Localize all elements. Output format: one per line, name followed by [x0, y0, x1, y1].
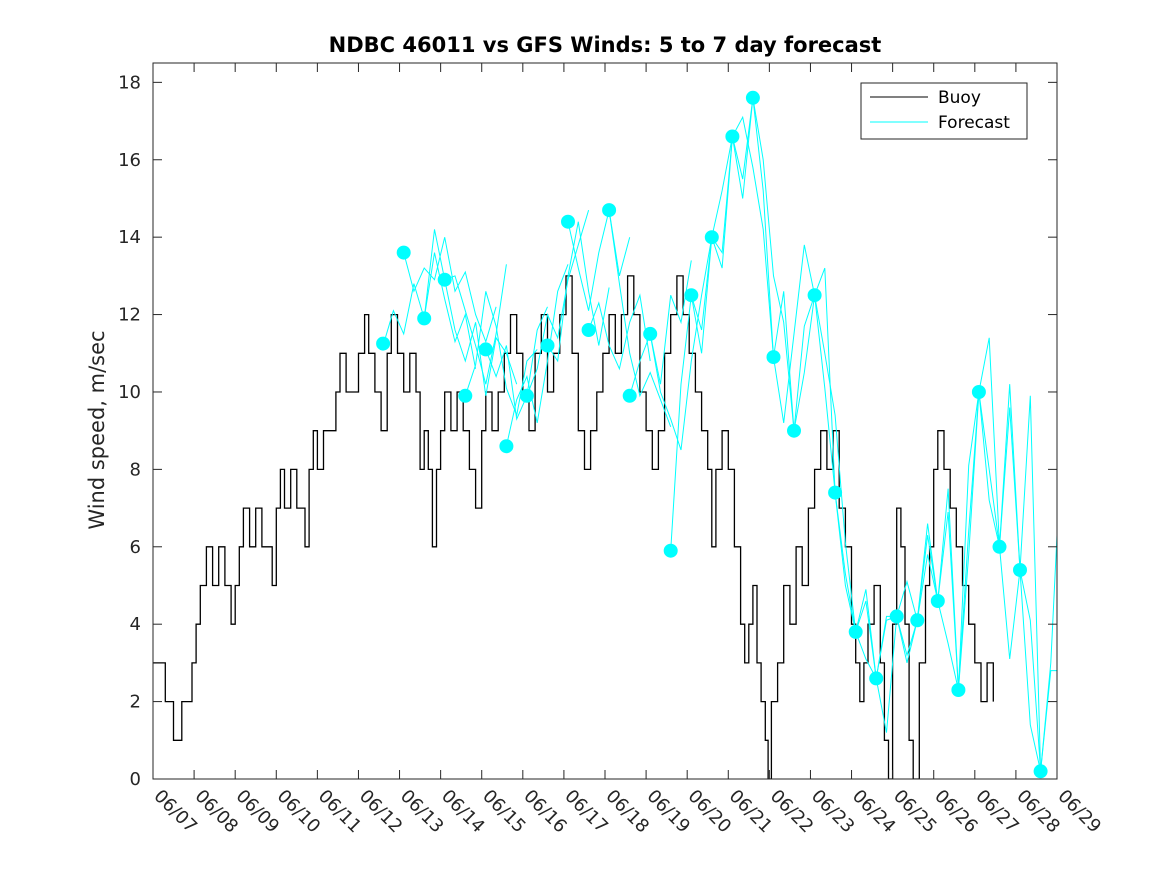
forecast-marker-27	[910, 613, 925, 628]
forecast-marker-18	[725, 129, 740, 144]
forecast-marker-8	[519, 388, 534, 403]
forecast-run-line-26	[896, 554, 959, 691]
forecast-marker-29	[951, 683, 966, 697]
forecast-marker-9	[540, 338, 555, 353]
forecast-marker-4	[437, 272, 452, 287]
y-tick-label: 0	[130, 769, 141, 790]
legend: Buoy Forecast	[860, 82, 1028, 140]
forecast-marker-22	[807, 288, 822, 303]
forecast-run-line-14	[649, 237, 713, 451]
forecast-marker-33	[1033, 764, 1048, 779]
forecast-run-line-15	[670, 136, 733, 551]
plot-area	[153, 90, 1057, 779]
forecast-marker-1	[376, 336, 391, 351]
forecast-marker-31	[992, 539, 1007, 554]
forecast-marker-6	[478, 342, 493, 357]
y-tick-label: 2	[130, 692, 141, 713]
forecast-run-line-18	[731, 97, 795, 431]
forecast-marker-15	[663, 543, 678, 558]
forecast-run-line-9	[547, 221, 610, 363]
legend-label-forecast: Forecast	[938, 113, 1010, 133]
forecast-run-line-27	[916, 391, 980, 691]
forecast-marker-3	[417, 311, 432, 326]
forecast-marker-7	[499, 439, 514, 454]
forecast-marker-5	[458, 388, 473, 403]
forecast-run-line-24	[855, 589, 918, 733]
forecast-marker-23	[828, 485, 843, 500]
y-tick-label: 16	[118, 150, 141, 171]
forecast-marker-20	[766, 350, 781, 365]
forecast-run-line-30	[978, 384, 1042, 772]
forecast-run-line-25	[875, 535, 939, 679]
forecast-run-line-28	[937, 391, 1000, 691]
legend-box	[860, 82, 1028, 140]
y-tick-label: 14	[118, 227, 141, 248]
forecast-marker-26	[889, 609, 904, 624]
buoy-series-line	[153, 275, 994, 779]
y-tick-label: 4	[130, 614, 141, 635]
forecast-marker-24	[848, 624, 863, 639]
forecast-run-line-8	[526, 209, 590, 396]
forecast-marker-13	[622, 388, 637, 403]
forecast-run-line-13	[629, 260, 692, 396]
forecast-run-line-21	[793, 267, 857, 632]
forecast-marker-16	[684, 288, 699, 303]
y-tick-label: 18	[118, 72, 141, 93]
y-tick-label: 12	[118, 305, 141, 326]
forecast-marker-11	[581, 323, 596, 337]
forecast-run-line-22	[814, 295, 877, 679]
y-tick-label: 8	[130, 459, 141, 480]
forecast-marker-2	[396, 245, 411, 260]
y-tick-label: 10	[118, 382, 141, 403]
forecast-run-line-12	[608, 210, 672, 427]
y-axis-label: Wind speed, m/sec	[85, 330, 109, 529]
forecast-run-line-31	[999, 546, 1057, 772]
forecast-marker-21	[787, 423, 801, 438]
chart-title: NDBC 46011 vs GFS Winds: 5 to 7 day fore…	[329, 33, 882, 57]
forecast-run-line-17	[711, 115, 774, 358]
forecast-marker-25	[869, 671, 884, 686]
legend-label-buoy: Buoy	[938, 88, 981, 108]
forecast-run-line-5	[464, 291, 538, 418]
forecast-run-line-16	[690, 97, 754, 331]
forecast-marker-12	[602, 203, 617, 218]
forecast-run-line-10	[567, 209, 631, 311]
forecast-marker-14	[643, 326, 658, 341]
forecast-run-line-20	[773, 244, 836, 493]
forecast-run-line-19	[752, 97, 816, 431]
forecast-run-line-29	[957, 337, 1021, 691]
forecast-run-line-11	[588, 293, 651, 371]
forecast-run-line-7	[505, 264, 569, 447]
forecast-run-line-1	[382, 252, 477, 369]
forecast-marker-17	[704, 230, 719, 245]
forecast-run-line-23	[834, 492, 897, 680]
forecast-marker-10	[561, 214, 575, 229]
forecast-marker-30	[971, 385, 986, 399]
forecast-marker-19	[745, 90, 760, 105]
y-tick-label: 6	[130, 537, 141, 558]
forecast-marker-32	[1013, 563, 1027, 577]
forecast-run-line-6	[485, 306, 548, 421]
forecast-marker-28	[930, 594, 945, 608]
